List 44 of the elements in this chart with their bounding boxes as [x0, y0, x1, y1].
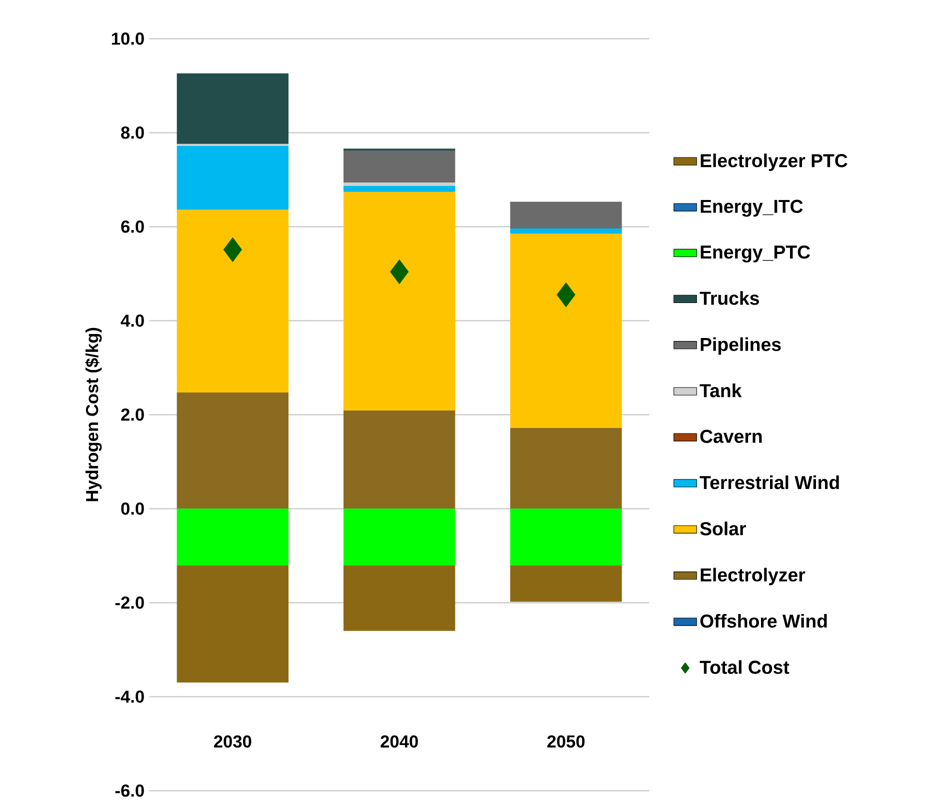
legend-label: Energy_ITC: [700, 200, 803, 217]
bar: [176, 210, 289, 393]
y-tick-label: 10.0: [112, 32, 144, 45]
y-tick-label: 8.0: [121, 126, 144, 139]
bar: [510, 202, 622, 229]
bar: [176, 392, 289, 509]
bar: [510, 566, 622, 602]
y-axis-title: Hydrogen Cost ($/kg): [85, 328, 102, 502]
bar: [344, 192, 456, 410]
x-tick-label: 2050: [547, 735, 585, 748]
y-tick-label: -6.0: [115, 784, 144, 797]
bar: [510, 228, 622, 234]
x-tick-label: 2030: [214, 735, 252, 748]
y-tick-label: 4.0: [120, 314, 144, 327]
bar: [344, 186, 456, 192]
legend-label: Offshore Wind: [700, 614, 827, 628]
x-tick-label: 2040: [380, 735, 418, 748]
legend-label: Total Cost: [700, 660, 790, 674]
legend-label: Cavern: [700, 430, 762, 443]
y-tick-label: 0.0: [121, 502, 144, 515]
bar: [176, 566, 289, 683]
bar: [510, 428, 622, 509]
legend-label: Terrestrial Wind: [700, 475, 839, 490]
bar: [176, 73, 289, 144]
bar: [344, 566, 456, 631]
legend-label: Electrolyzer: [700, 568, 806, 586]
legend-label: Electrolyzer PTC: [700, 154, 848, 171]
y-tick-label: 2.0: [121, 408, 144, 421]
y-tick-label: -4.0: [115, 690, 144, 703]
legend-label: Energy_PTC: [700, 245, 810, 262]
bar: [510, 508, 622, 566]
bar: [176, 508, 289, 566]
y-tick-label: 6.0: [121, 220, 144, 233]
bar: [510, 234, 622, 428]
bar: [176, 146, 289, 210]
legend-label: Trucks: [700, 291, 759, 305]
bar: [344, 508, 456, 566]
bar: [344, 182, 456, 186]
legend-label: Pipelines: [700, 337, 781, 355]
legend-label: Tank: [700, 384, 742, 398]
y-tick-label: -2.0: [115, 596, 144, 609]
bar: [344, 410, 456, 509]
bar: [344, 150, 456, 182]
legend-label: Solar: [700, 522, 746, 536]
